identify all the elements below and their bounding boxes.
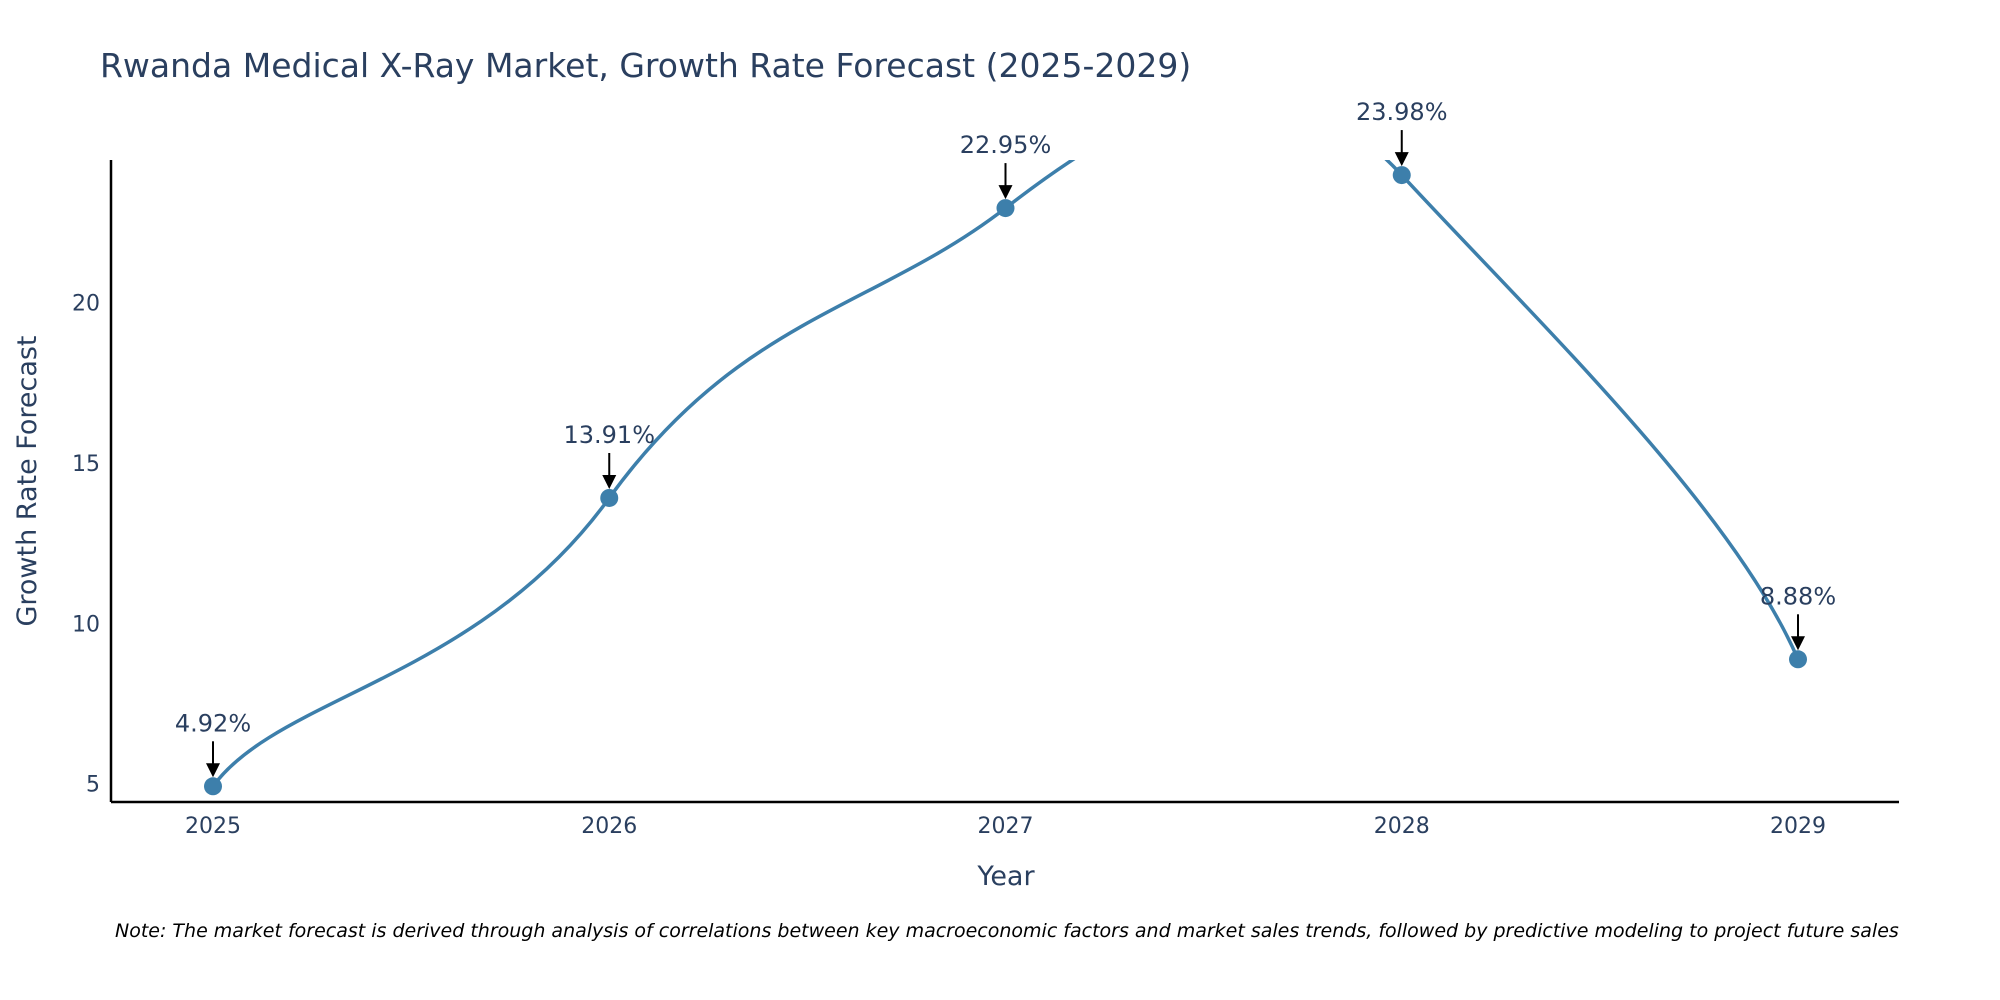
annotations: 4.92% 13.91% 22.95% 23.98% 8.88% xyxy=(175,98,1836,778)
data-label: 23.98% xyxy=(1356,98,1448,126)
markers xyxy=(204,166,1807,796)
chart-note: Note: The market forecast is derived thr… xyxy=(115,920,1899,942)
axes xyxy=(109,160,1899,804)
x-tick-label: 2029 xyxy=(1770,814,1826,839)
data-label: 8.88% xyxy=(1760,582,1836,610)
y-ticks: 5 10 15 20 xyxy=(72,292,100,798)
x-ticks: 2025 2026 2027 2028 2029 xyxy=(185,814,1826,839)
data-point xyxy=(204,777,222,796)
x-tick-label: 2028 xyxy=(1374,814,1430,839)
data-label: 22.95% xyxy=(960,131,1052,159)
x-axis-title: Year xyxy=(976,861,1035,892)
data-point xyxy=(1789,650,1807,669)
annotation-arrowhead xyxy=(206,763,220,778)
x-tick-label: 2026 xyxy=(581,814,637,839)
y-axis-title: Growth Rate Forecast xyxy=(12,335,43,626)
y-tick-label: 20 xyxy=(72,292,100,317)
chart-title: Rwanda Medical X-Ray Market, Growth Rate… xyxy=(100,46,1192,85)
annotation-arrowhead xyxy=(1394,152,1409,167)
data-point xyxy=(996,199,1015,218)
data-label: 13.91% xyxy=(563,421,655,449)
y-tick-label: 15 xyxy=(72,452,100,477)
annotation-arrowhead xyxy=(998,185,1013,200)
y-tick-label: 10 xyxy=(72,612,100,637)
y-tick-label: 5 xyxy=(86,773,100,798)
x-tick-label: 2027 xyxy=(978,814,1034,839)
x-tick-label: 2025 xyxy=(185,814,241,839)
annotation-arrowhead xyxy=(1791,636,1805,651)
annotation-arrowhead xyxy=(602,474,617,489)
data-point xyxy=(1392,166,1411,185)
data-label: 4.92% xyxy=(175,709,251,737)
data-point xyxy=(600,488,619,507)
